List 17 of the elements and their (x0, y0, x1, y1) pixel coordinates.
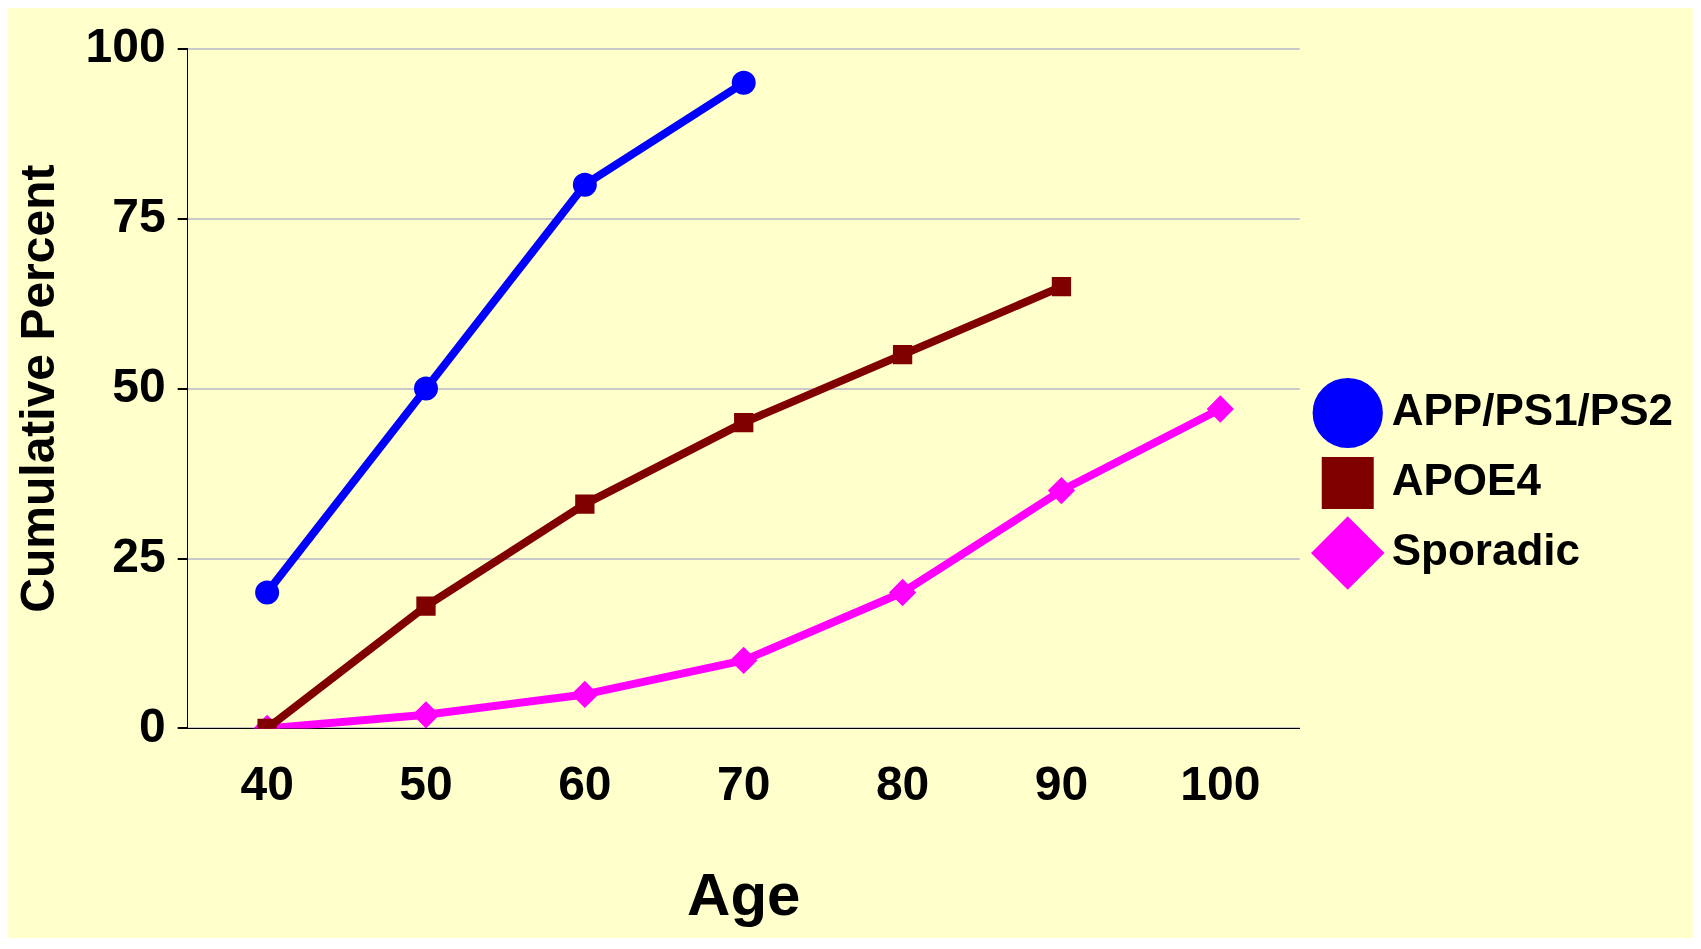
y-tick-label: 0 (138, 698, 166, 752)
y-axis-title: Cumulative Percent (11, 164, 65, 613)
x-tick-label: 90 (1034, 757, 1089, 811)
x-tick-label: 70 (717, 757, 771, 811)
x-tick-label: 40 (240, 757, 294, 811)
y-tick-label: 50 (112, 358, 166, 412)
y-tick-label: 75 (112, 188, 166, 242)
legend-label: Sporadic (1391, 525, 1581, 575)
legend-label: APOE4 (1391, 455, 1542, 505)
y-tick-label: 25 (112, 528, 166, 582)
legend-label: APP/PS1/PS2 (1391, 385, 1674, 435)
x-tick-label: 80 (875, 757, 930, 811)
x-axis-title: Age (687, 860, 801, 928)
y-tick-label: 100 (85, 19, 166, 73)
x-tick-label: 60 (558, 757, 612, 811)
x-tick-label: 50 (399, 757, 453, 811)
x-tick-label: 100 (1180, 757, 1261, 811)
